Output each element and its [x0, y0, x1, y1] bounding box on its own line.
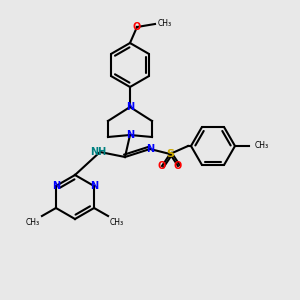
Text: S: S: [166, 149, 174, 159]
Text: N: N: [126, 130, 134, 140]
Text: N: N: [90, 181, 98, 191]
Text: O: O: [158, 161, 166, 171]
Text: CH₃: CH₃: [255, 142, 269, 151]
Text: CH₃: CH₃: [158, 20, 172, 28]
Text: N: N: [52, 181, 60, 191]
Text: CH₃: CH₃: [26, 218, 40, 227]
Text: N: N: [146, 144, 154, 154]
Text: O: O: [174, 161, 182, 171]
Text: N: N: [126, 102, 134, 112]
Text: NH: NH: [90, 147, 106, 157]
Text: CH₃: CH₃: [110, 218, 124, 227]
Text: O: O: [133, 22, 141, 32]
